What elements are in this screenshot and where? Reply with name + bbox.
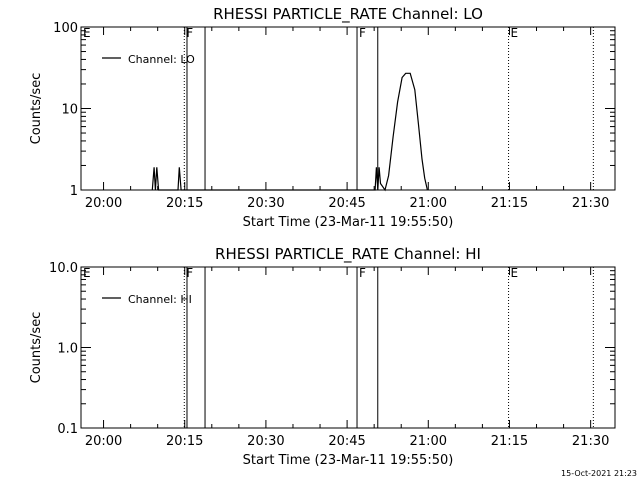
x-axis-label: Start Time (23-Mar-11 19:55:50) [243, 215, 454, 230]
y-tick-label: 0.1 [57, 422, 78, 437]
legend-label: Channel: LO [128, 53, 195, 66]
x-tick-label: 21:30 [572, 434, 609, 449]
x-tick-label: 20:00 [85, 434, 122, 449]
x-tick-label: 21:15 [491, 434, 528, 449]
event-marker-label: E [511, 26, 519, 40]
x-tick-label: 20:00 [85, 196, 122, 211]
y-tick-label: 100 [53, 21, 78, 36]
event-marker-label: F [186, 266, 193, 280]
x-tick-label: 20:45 [328, 434, 365, 449]
y-axis-label: Counts/sec [29, 73, 44, 145]
x-tick-label: 21:15 [491, 196, 528, 211]
generation-timestamp: 15-Oct-2021 21:23 [561, 469, 637, 478]
legend-label: Channel: HI [128, 293, 192, 306]
y-tick-label: 1.0 [57, 342, 78, 357]
event-marker-label: E [83, 266, 91, 280]
event-marker-label: E [511, 266, 519, 280]
x-axis-label: Start Time (23-Mar-11 19:55:50) [243, 453, 454, 468]
x-tick-label: 20:30 [247, 434, 284, 449]
x-tick-label: 20:30 [247, 196, 284, 211]
series-line [151, 72, 428, 192]
chart-title: RHESSI PARTICLE_RATE Channel: HI [215, 245, 481, 264]
x-tick-label: 20:45 [328, 196, 365, 211]
x-tick-label: 21:00 [410, 196, 447, 211]
y-tick-label: 10 [61, 103, 78, 118]
x-tick-label: 21:30 [572, 196, 609, 211]
event-marker-label: F [186, 26, 193, 40]
event-marker-label: F [359, 26, 366, 40]
event-marker-label: F [359, 266, 366, 280]
x-tick-label: 20:15 [166, 434, 203, 449]
y-axis-label: Counts/sec [29, 312, 44, 384]
x-tick-label: 21:00 [410, 434, 447, 449]
chart-title: RHESSI PARTICLE_RATE Channel: LO [213, 5, 483, 24]
event-marker-label: E [83, 26, 91, 40]
x-tick-label: 20:15 [166, 196, 203, 211]
y-tick-label: 10.0 [49, 261, 78, 276]
y-tick-label: 1 [70, 184, 78, 199]
